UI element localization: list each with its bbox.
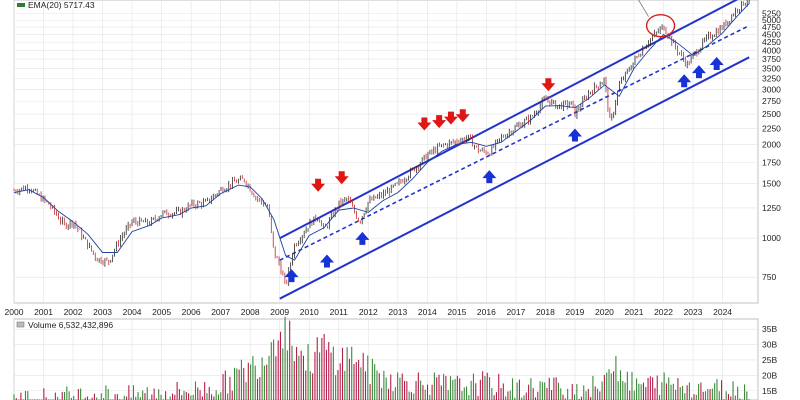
- y-tick-label: 5000: [762, 15, 781, 25]
- y-tick-label: 1000: [762, 233, 781, 243]
- volume-tick-label: 35B: [762, 324, 777, 334]
- y-tick-label: 2500: [762, 109, 781, 119]
- x-tick-label: 2005: [152, 307, 171, 317]
- x-tick-label: 2003: [93, 307, 112, 317]
- x-tick-label: 2001: [34, 307, 53, 317]
- y-tick-label: 4500: [762, 29, 781, 39]
- x-tick-label: 2014: [418, 307, 437, 317]
- channel-upper-line: [279, 0, 739, 240]
- x-tick-label: 2017: [506, 307, 525, 317]
- up-arrow-marker: [691, 65, 706, 79]
- price-grid: [13, 0, 758, 303]
- ema-line: [13, 3, 750, 261]
- x-axis: 2000 2001 2002 2003 2004 2005 2006 2007 2008 2009…: [5, 307, 733, 317]
- x-tick-label: 2020: [595, 307, 614, 317]
- down-arrow-marker: [334, 171, 349, 185]
- ema-legend-label: EMA(20) 5717.43: [28, 0, 95, 10]
- up-arrow-marker: [677, 74, 692, 88]
- x-tick-label: 2002: [64, 307, 83, 317]
- x-tick-label: 2006: [182, 307, 201, 317]
- volume-legend: Volume 6,532,432,896: [16, 320, 113, 330]
- down-arrow-marker: [443, 111, 458, 125]
- y-tick-label: 3500: [762, 63, 781, 73]
- price-panel: 7501000125015001750200022502500275030003…: [13, 0, 781, 304]
- x-tick-label: 2010: [300, 307, 319, 317]
- legend-swatch-ema: [17, 3, 25, 7]
- up-arrow-marker: [355, 231, 370, 245]
- x-tick-label: 2015: [447, 307, 466, 317]
- x-tick-label: 2023: [684, 307, 703, 317]
- y-tick-label: 1750: [762, 157, 781, 167]
- down-arrow-marker: [432, 115, 447, 129]
- y-tick-label: 2750: [762, 96, 781, 106]
- regression-channel: [279, 0, 750, 300]
- volume-legend-label: Volume 6,532,432,896: [28, 320, 113, 330]
- y-tick-label: 1250: [762, 203, 781, 213]
- x-tick-label: 2019: [565, 307, 584, 317]
- y-tick-label: 2000: [762, 139, 781, 149]
- y-tick-label: 4750: [762, 22, 781, 32]
- y-tick-label: 4250: [762, 37, 781, 47]
- peak-pointer-line: [638, 0, 649, 17]
- down-arrow-marker: [455, 109, 470, 123]
- down-arrow-marker: [311, 178, 326, 192]
- volume-bars: [13, 316, 750, 400]
- x-tick-label: 2021: [625, 307, 644, 317]
- x-tick-label: 2016: [477, 307, 496, 317]
- y-tick-label: 750: [762, 272, 776, 282]
- up-arrow-marker: [482, 170, 497, 184]
- down-arrow-marker: [417, 117, 432, 131]
- channel-middle-line: [279, 24, 750, 261]
- price-legend: EMA(20) 5717.43: [17, 0, 95, 10]
- price-y-axis: 7501000125015001750200022502500275030003…: [762, 9, 781, 283]
- x-tick-label: 2022: [654, 307, 673, 317]
- x-tick-label: 2009: [270, 307, 289, 317]
- legend-swatch-volume: [16, 321, 25, 328]
- y-tick-label: 3750: [762, 54, 781, 64]
- y-tick-label: 1500: [762, 178, 781, 188]
- y-tick-label: 2250: [762, 123, 781, 133]
- up-arrow-marker: [319, 254, 334, 268]
- x-tick-label: 2011: [330, 307, 349, 317]
- volume-tick-label: 15B: [762, 386, 777, 396]
- peak-circle-marker: [645, 13, 676, 38]
- volume-tick-label: 30B: [762, 340, 777, 350]
- x-tick-label: 2013: [388, 307, 407, 317]
- volume-tick-label: 25B: [762, 355, 777, 365]
- x-tick-label: 2012: [359, 307, 378, 317]
- x-tick-label: 2000: [5, 307, 24, 317]
- y-tick-label: 3250: [762, 73, 781, 83]
- volume-tick-label: 20B: [762, 370, 777, 380]
- x-tick-label: 2004: [123, 307, 142, 317]
- y-tick-label: 4000: [762, 45, 781, 55]
- up-arrow-marker: [709, 57, 724, 71]
- x-tick-label: 2024: [713, 307, 732, 317]
- up-arrow-marker: [284, 269, 299, 283]
- y-tick-label: 5250: [762, 9, 781, 19]
- volume-y-axis: 15B 20B 25B 30B 35B: [762, 324, 777, 396]
- up-arrow-marker: [567, 128, 582, 142]
- channel-lower-line: [279, 56, 750, 300]
- annotation-markers: [284, 0, 724, 283]
- x-tick-label: 2008: [241, 307, 260, 317]
- y-tick-label: 3000: [762, 84, 781, 94]
- down-arrow-marker: [541, 78, 556, 92]
- volume-panel: 15B 20B 25B 30B 35B Volume 6,532,432,896: [13, 316, 777, 400]
- x-tick-label: 2018: [536, 307, 555, 317]
- x-tick-label: 2007: [211, 307, 230, 317]
